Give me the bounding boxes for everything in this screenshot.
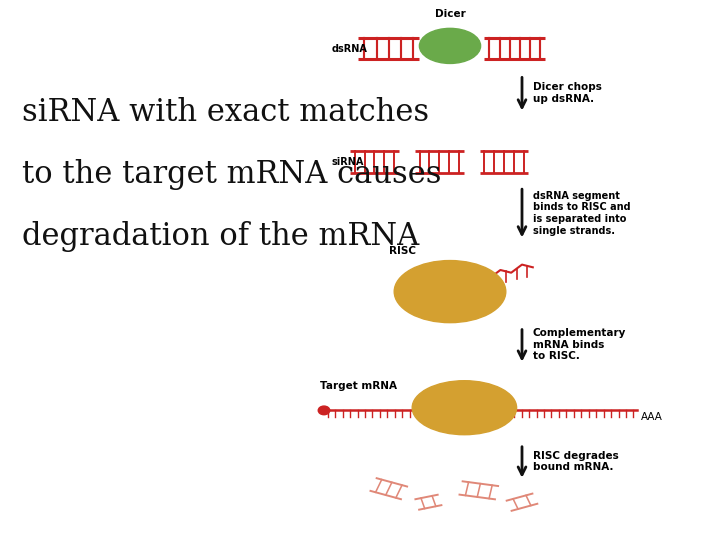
Text: dsRNA: dsRNA (331, 44, 367, 53)
Text: Dicer: Dicer (435, 9, 465, 19)
Text: degradation of the mRNA: degradation of the mRNA (22, 221, 419, 252)
Circle shape (318, 406, 330, 415)
Text: Complementary
mRNA binds
to RISC.: Complementary mRNA binds to RISC. (533, 328, 626, 361)
Text: to the target mRNA causes: to the target mRNA causes (22, 159, 441, 190)
Text: RISC degrades
bound mRNA.: RISC degrades bound mRNA. (533, 451, 618, 472)
Text: RISC: RISC (389, 246, 416, 256)
Text: dsRNA segment
binds to RISC and
is separated into
single strands.: dsRNA segment binds to RISC and is separ… (533, 191, 631, 235)
Text: Dicer chops
up dsRNA.: Dicer chops up dsRNA. (533, 82, 602, 104)
Ellipse shape (419, 28, 481, 63)
Ellipse shape (395, 261, 505, 322)
Text: Target mRNA: Target mRNA (320, 381, 397, 391)
Text: AAA: AAA (641, 412, 662, 422)
Text: siRNA: siRNA (331, 157, 364, 167)
Ellipse shape (413, 381, 517, 435)
Text: siRNA with exact matches: siRNA with exact matches (22, 97, 428, 128)
